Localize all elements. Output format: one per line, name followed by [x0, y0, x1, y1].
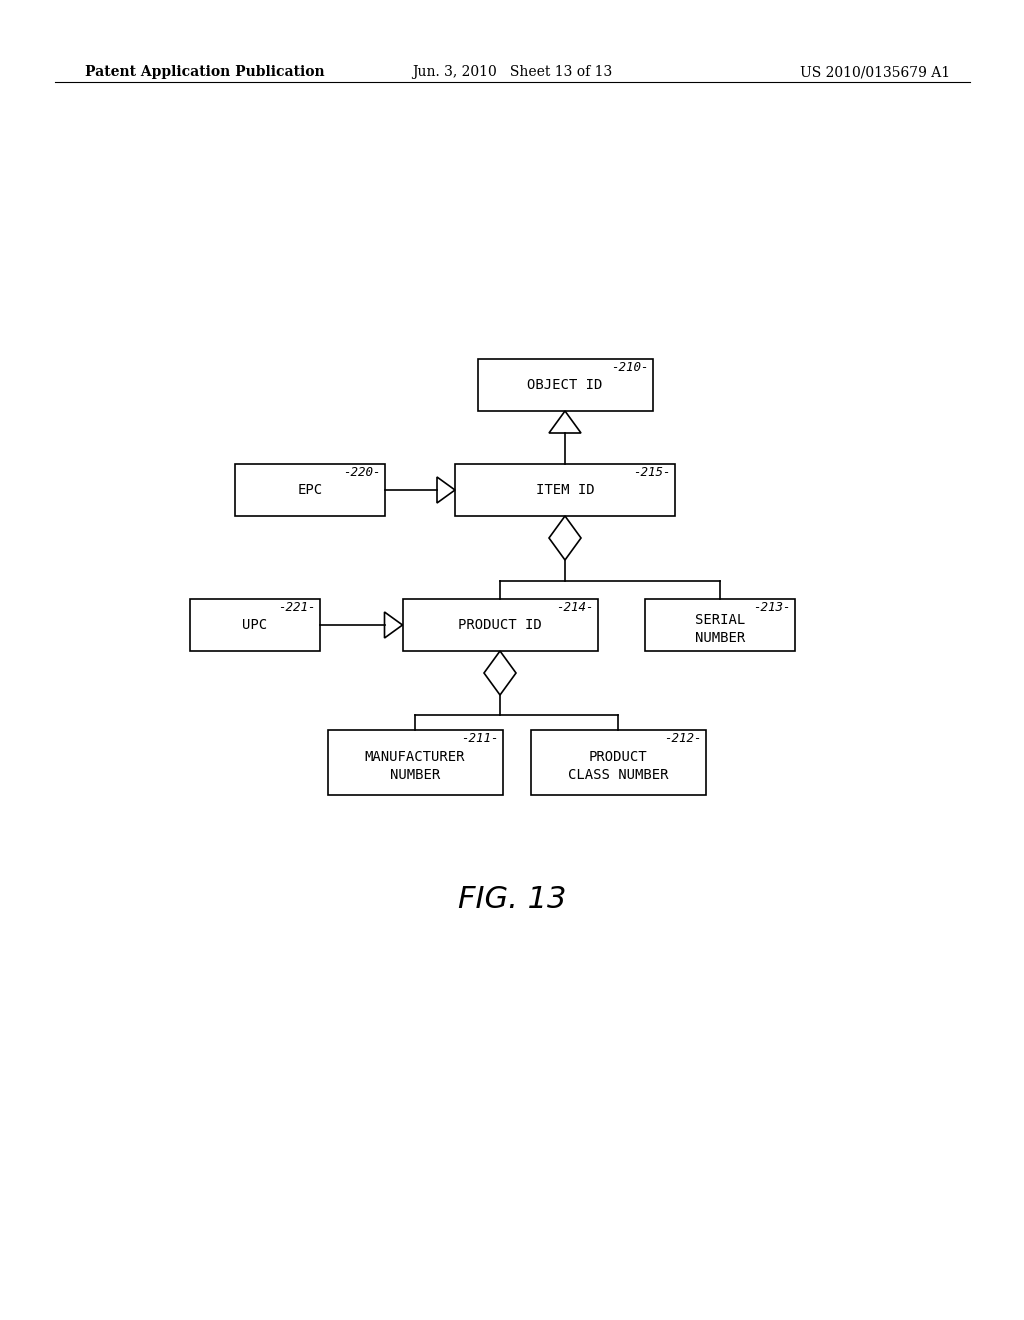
Text: SERIAL
NUMBER: SERIAL NUMBER	[695, 614, 745, 644]
Text: MANUFACTURER
NUMBER: MANUFACTURER NUMBER	[365, 750, 465, 781]
Text: -212-: -212-	[664, 731, 701, 744]
Text: -213-: -213-	[754, 601, 791, 614]
Text: -220-: -220-	[343, 466, 381, 479]
Text: Jun. 3, 2010   Sheet 13 of 13: Jun. 3, 2010 Sheet 13 of 13	[412, 65, 612, 79]
Bar	[190, 599, 319, 651]
Text: -210-: -210-	[611, 360, 648, 374]
Bar	[455, 465, 675, 516]
Text: EPC: EPC	[297, 483, 323, 498]
Text: US 2010/0135679 A1: US 2010/0135679 A1	[800, 65, 950, 79]
Text: OBJECT ID: OBJECT ID	[527, 378, 603, 392]
Bar	[402, 599, 597, 651]
Text: Patent Application Publication: Patent Application Publication	[85, 65, 325, 79]
Text: PRODUCT
CLASS NUMBER: PRODUCT CLASS NUMBER	[567, 750, 669, 781]
Text: -214-: -214-	[556, 601, 594, 614]
Text: ITEM ID: ITEM ID	[536, 483, 594, 498]
Bar	[530, 730, 706, 795]
Bar	[234, 465, 385, 516]
Text: PRODUCT ID: PRODUCT ID	[458, 618, 542, 632]
Bar	[328, 730, 503, 795]
Text: -221-: -221-	[279, 601, 316, 614]
Text: -215-: -215-	[634, 466, 671, 479]
Bar	[477, 359, 652, 411]
Text: UPC: UPC	[243, 618, 267, 632]
Text: FIG. 13: FIG. 13	[458, 886, 566, 915]
Bar	[645, 599, 795, 651]
Text: -211-: -211-	[461, 731, 499, 744]
